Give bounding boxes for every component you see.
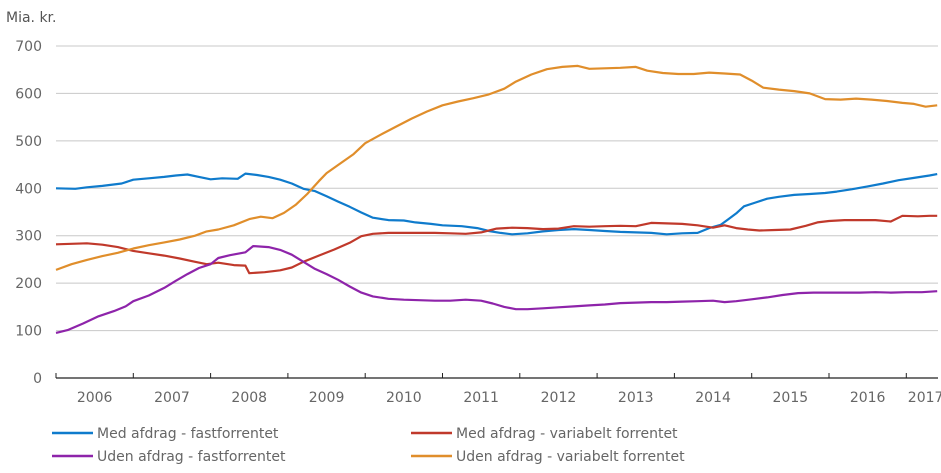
legend: Med afdrag - fastforrentet Med afdrag - v… — [52, 426, 685, 465]
y-tick-labels: 0 100 200 300 400 500 600 700 — [15, 39, 42, 387]
legend-item: Uden afdrag - variabelt forrentet — [411, 449, 685, 465]
x-tick-label: 2008 — [231, 390, 267, 406]
x-tick-label: 2010 — [386, 390, 422, 406]
x-tick-label: 2009 — [309, 390, 345, 406]
legend-item: Uden afdrag - fastforrentet — [52, 449, 286, 465]
series-lines — [55, 64, 938, 334]
legend-item: Med afdrag - variabelt forrentet — [411, 426, 678, 442]
series-line-2 — [55, 214, 938, 275]
x-tick-label: 2014 — [695, 390, 731, 406]
x-tick-label: 2006 — [77, 390, 113, 406]
x-axis: 2006 2007 2008 2009 2010 2011 2012 2013 2014 2015… — [55, 373, 941, 406]
x-tick-label: 2012 — [541, 390, 577, 406]
y-tick-label: 200 — [15, 276, 42, 292]
gridlines — [56, 45, 938, 332]
y-tick-label: 500 — [15, 134, 42, 150]
x-tick-label: 2011 — [463, 390, 499, 406]
legend-label: Med afdrag - fastforrentet — [97, 426, 279, 442]
legend-item: Med afdrag - fastforrentet — [52, 426, 279, 442]
y-tick-label: 0 — [33, 371, 42, 387]
y-tick-label: 300 — [15, 229, 42, 245]
x-tick-label: 2015 — [773, 390, 809, 406]
legend-label: Uden afdrag - variabelt forrentet — [456, 449, 685, 465]
x-tick-label: 2016 — [850, 390, 886, 406]
x-tick-label: 2017 — [908, 390, 941, 406]
legend-label: Uden afdrag - fastforrentet — [97, 449, 286, 465]
y-tick-label: 600 — [15, 86, 42, 102]
y-tick-label: 100 — [15, 324, 42, 340]
x-tick-label: 2013 — [618, 390, 654, 406]
y-tick-label: 700 — [15, 39, 42, 55]
y-tick-label: 400 — [15, 181, 42, 197]
x-tick-label: 2007 — [154, 390, 190, 406]
series-line-3 — [55, 245, 938, 334]
y-axis-label: Mia. kr. — [6, 10, 56, 26]
series-line-4 — [55, 64, 938, 271]
legend-label: Med afdrag - variabelt forrentet — [456, 426, 678, 442]
